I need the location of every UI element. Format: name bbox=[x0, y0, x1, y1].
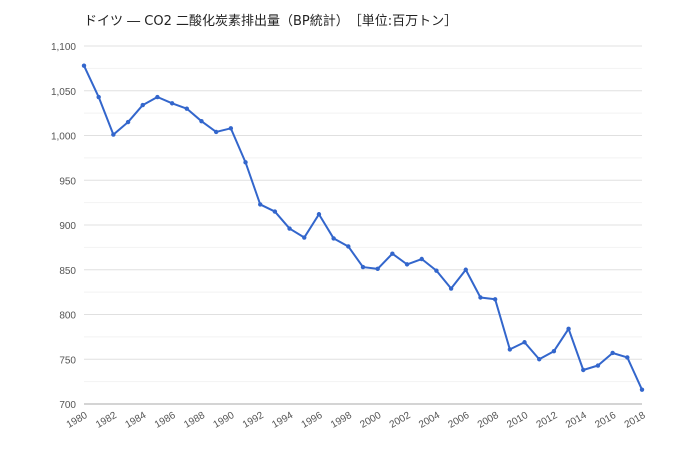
x-tick-label: 1996 bbox=[300, 410, 325, 431]
x-tick-label: 2018 bbox=[623, 410, 648, 431]
data-point bbox=[537, 357, 542, 362]
data-point bbox=[507, 347, 513, 352]
data-point bbox=[492, 297, 498, 302]
data-point bbox=[390, 251, 395, 256]
x-tick-label: 1994 bbox=[270, 410, 295, 431]
data-point bbox=[463, 267, 468, 272]
data-point bbox=[184, 106, 189, 111]
data-point bbox=[331, 236, 336, 241]
data-point bbox=[287, 226, 292, 231]
y-tick-label: 1,000 bbox=[51, 132, 76, 143]
data-point bbox=[419, 256, 424, 262]
data-point bbox=[551, 348, 557, 354]
y-tick-label: 1,100 bbox=[51, 42, 76, 53]
x-tick-label: 2012 bbox=[535, 410, 560, 431]
y-tick-label: 700 bbox=[59, 400, 76, 411]
y-tick-label: 1,050 bbox=[51, 87, 76, 98]
data-point bbox=[111, 132, 116, 137]
chart-title: ドイツ ― CO2 二酸化炭素排出量（BP統計） ［単位:百万トン］ bbox=[84, 14, 458, 29]
data-point bbox=[243, 160, 248, 165]
data-point bbox=[581, 367, 586, 373]
data-point bbox=[169, 101, 175, 106]
data-point bbox=[566, 326, 571, 332]
x-tick-label: 2008 bbox=[476, 410, 501, 431]
x-tick-label: 2016 bbox=[593, 410, 618, 431]
x-tick-label: 1984 bbox=[123, 410, 148, 431]
x-tick-label: 1990 bbox=[212, 410, 237, 431]
data-point bbox=[155, 94, 160, 100]
x-tick-label: 2006 bbox=[447, 410, 472, 431]
y-tick-label: 750 bbox=[59, 355, 76, 366]
series-line bbox=[83, 65, 643, 391]
x-tick-label: 1988 bbox=[182, 410, 207, 431]
data-point bbox=[434, 268, 439, 273]
y-tick-label: 800 bbox=[59, 311, 76, 322]
x-tick-label: 1992 bbox=[241, 410, 266, 431]
gridlines bbox=[84, 45, 642, 405]
data-point bbox=[316, 212, 322, 217]
data-point bbox=[125, 119, 131, 125]
data-point bbox=[199, 118, 204, 124]
x-tick-label: 2014 bbox=[564, 410, 589, 431]
data-point bbox=[140, 102, 145, 108]
data-point bbox=[404, 262, 410, 267]
series bbox=[81, 63, 645, 392]
data-point bbox=[346, 244, 351, 249]
x-axis-ticks: 1980 1982 1984 1986 1988 1990 1992 1994 1996 1998… bbox=[65, 410, 648, 431]
x-tick-label: 2010 bbox=[505, 410, 530, 431]
x-tick-label: 2002 bbox=[388, 410, 413, 431]
data-point bbox=[81, 63, 87, 68]
data-point bbox=[96, 94, 101, 100]
data-point bbox=[228, 126, 234, 131]
data-point bbox=[258, 202, 263, 207]
data-point bbox=[302, 235, 307, 240]
y-tick-label: 950 bbox=[59, 176, 76, 187]
x-tick-label: 1998 bbox=[329, 410, 354, 431]
x-tick-label: 1986 bbox=[153, 410, 178, 431]
data-point bbox=[595, 363, 601, 368]
data-point bbox=[522, 340, 527, 345]
data-point bbox=[625, 355, 630, 360]
data-point bbox=[639, 387, 645, 392]
y-axis-ticks: 700 750 800 850 900 950 1,000 1,050 1,100 bbox=[51, 42, 76, 411]
x-tick-label: 1982 bbox=[94, 410, 119, 431]
data-point bbox=[448, 286, 454, 291]
data-point bbox=[272, 209, 278, 214]
x-tick-label: 2004 bbox=[417, 410, 442, 431]
x-tick-label: 1980 bbox=[65, 410, 90, 431]
x-tick-label: 2000 bbox=[358, 410, 383, 431]
data-point bbox=[360, 264, 366, 270]
data-point bbox=[375, 266, 380, 272]
y-tick-label: 850 bbox=[59, 266, 76, 277]
data-point bbox=[213, 129, 219, 135]
y-tick-label: 900 bbox=[59, 221, 76, 232]
data-point bbox=[478, 295, 483, 300]
data-point bbox=[610, 350, 615, 356]
